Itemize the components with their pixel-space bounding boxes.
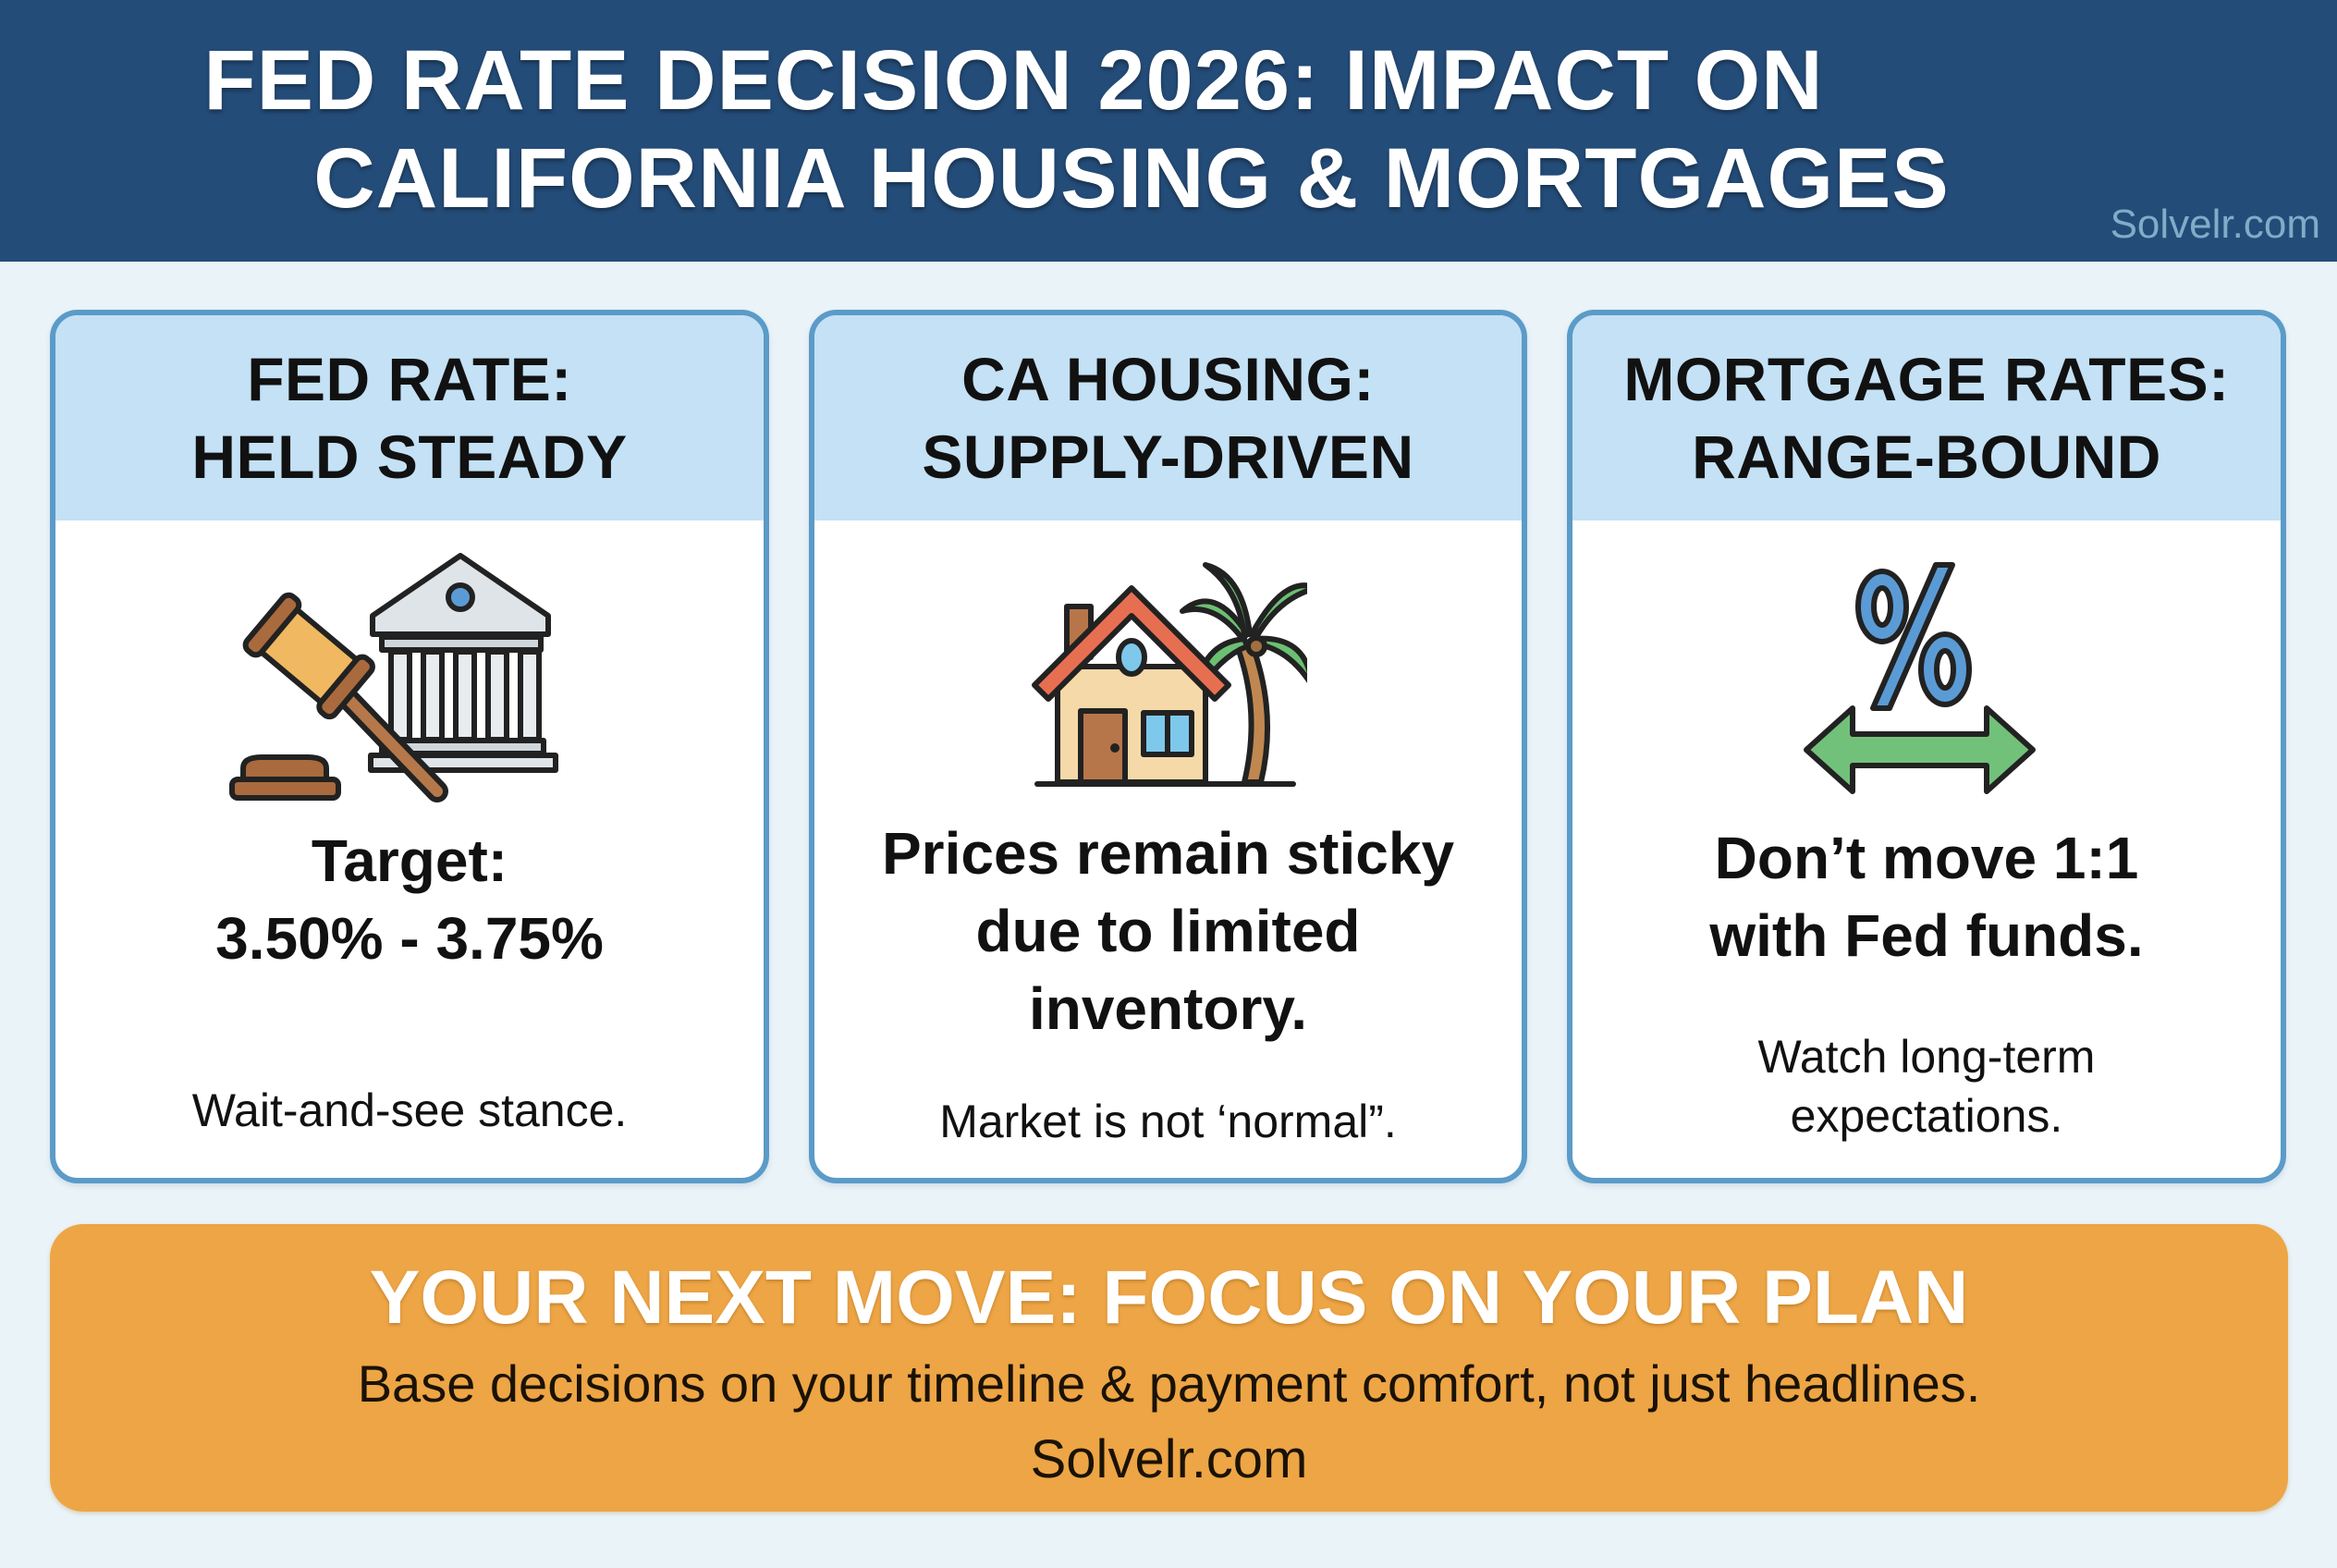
card-sub-line-2: expectations. — [1790, 1090, 2063, 1142]
card-heading-line-1: CA HOUSING: — [961, 345, 1375, 413]
house-palm-tree-icon — [814, 546, 1522, 824]
gavel-and-bank-icon — [55, 546, 764, 824]
card-sub-text: Market is not ‘normal”. — [824, 1092, 1512, 1151]
card-mortgage-rates: MORTGAGE RATES: RANGE-BOUND Don’t move 1… — [1567, 310, 2286, 1183]
next-move-banner: YOUR NEXT MOVE: FOCUS ON YOUR PLAN Base … — [50, 1224, 2288, 1512]
card-heading-line-1: MORTGAGE RATES: — [1623, 345, 2230, 413]
card-main-text: Target: 3.50% - 3.75% — [65, 822, 754, 977]
card-heading-line-2: HELD STEADY — [191, 423, 628, 491]
card-sub-text: Wait-and-see stance. — [65, 1081, 754, 1140]
header-watermark: Solvelr.com — [2110, 202, 2320, 247]
card-main-line-2: with Fed funds. — [1709, 902, 2144, 969]
card-heading-line-2: SUPPLY-DRIVEN — [922, 423, 1414, 491]
page-title: FED RATE DECISION 2026: IMPACT ON CALIFO… — [0, 31, 2337, 227]
card-sub-line-1: Wait-and-see stance. — [191, 1084, 628, 1136]
card-main-line-1: Don’t move 1:1 — [1714, 825, 2139, 891]
card-main-text: Don’t move 1:1 with Fed funds. — [1582, 819, 2271, 974]
card-sub-text: Watch long-term expectations. — [1582, 1027, 2271, 1145]
card-main-text: Prices remain sticky due to limited inve… — [824, 815, 1512, 1047]
card-main-line-2: 3.50% - 3.75% — [215, 905, 604, 972]
card-heading: MORTGAGE RATES: RANGE-BOUND — [1572, 315, 2281, 521]
page-title-line-2: CALIFORNIA HOUSING & MORTGAGES — [313, 131, 1950, 226]
card-sub-line-1: Market is not ‘normal”. — [939, 1096, 1397, 1147]
card-heading-line-1: FED RATE: — [247, 345, 572, 413]
card-heading: FED RATE: HELD STEADY — [55, 315, 764, 521]
page-title-line-1: FED RATE DECISION 2026: IMPACT ON — [203, 33, 1824, 128]
card-fed-rate: FED RATE: HELD STEADY — [50, 310, 769, 1183]
banner-site-link[interactable]: Solvelr.com — [1030, 1429, 1308, 1489]
card-main-line-2: due to limited — [975, 898, 1361, 964]
header-bar: FED RATE DECISION 2026: IMPACT ON CALIFO… — [0, 0, 2337, 262]
card-heading-line-2: RANGE-BOUND — [1692, 423, 2161, 491]
percent-double-arrow-icon — [1572, 560, 2281, 838]
card-main-line-3: inventory. — [1028, 975, 1308, 1042]
banner-title: YOUR NEXT MOVE: FOCUS ON YOUR PLAN — [369, 1256, 1969, 1340]
banner-text: Base decisions on your timeline & paymen… — [357, 1354, 1981, 1413]
card-sub-line-1: Watch long-term — [1757, 1031, 2096, 1083]
card-ca-housing: CA HOUSING: SUPPLY-DRIVEN — [809, 310, 1527, 1183]
card-main-line-1: Target: — [311, 827, 508, 894]
card-main-line-1: Prices remain sticky — [881, 820, 1455, 887]
card-heading: CA HOUSING: SUPPLY-DRIVEN — [814, 315, 1522, 521]
